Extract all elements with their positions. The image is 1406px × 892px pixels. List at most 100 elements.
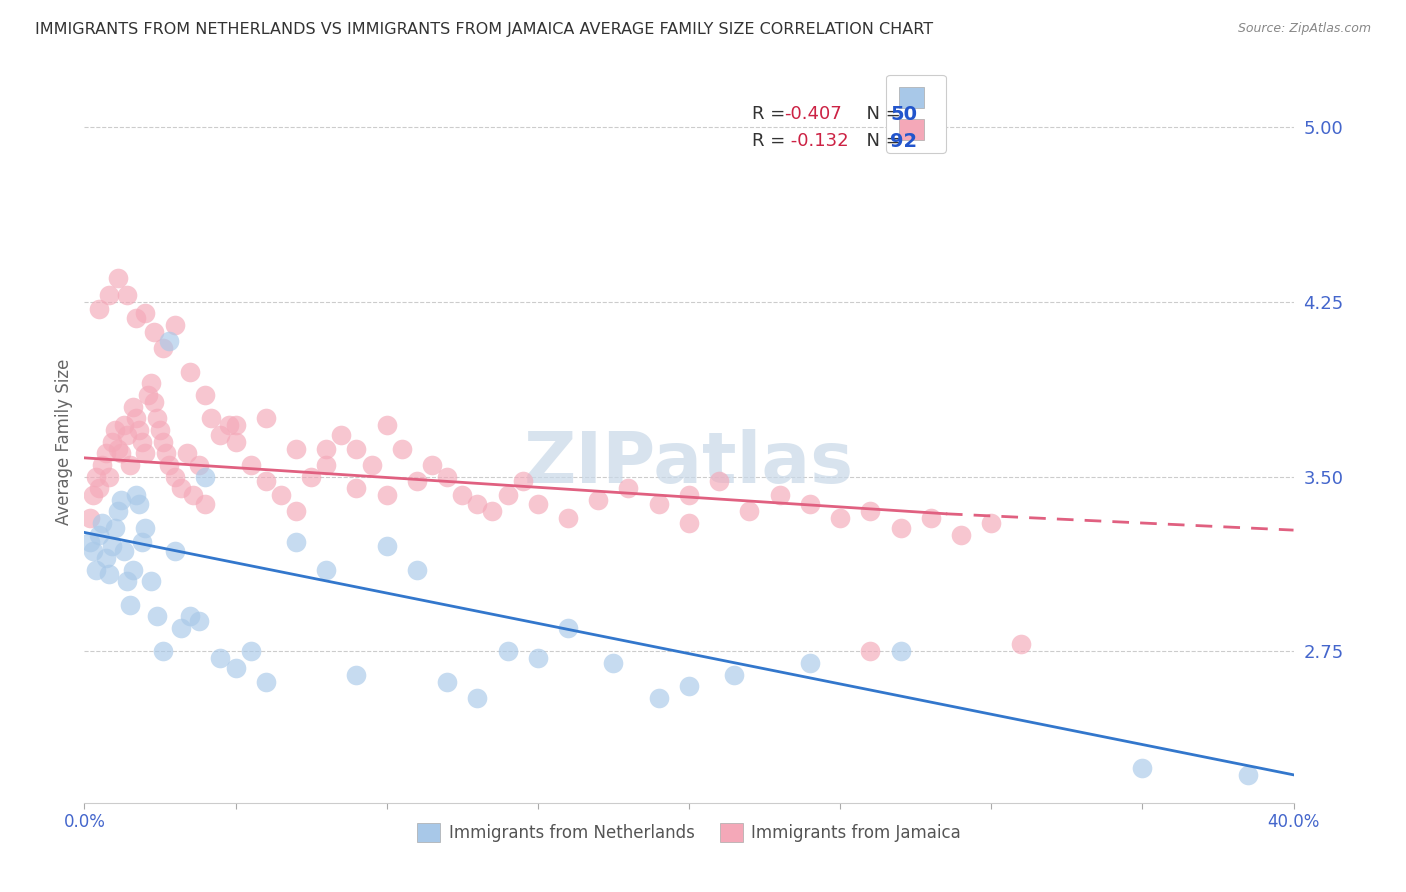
Point — [146, 609, 169, 624]
Point — [181, 488, 204, 502]
Text: 92: 92 — [890, 132, 917, 151]
Point — [859, 644, 882, 658]
Point — [139, 574, 162, 589]
Text: R =: R = — [752, 105, 792, 123]
Point — [107, 271, 129, 285]
Point — [406, 474, 429, 488]
Point — [97, 469, 120, 483]
Point — [391, 442, 413, 456]
Point — [1237, 768, 1260, 782]
Point — [118, 458, 141, 472]
Point — [91, 516, 114, 530]
Point — [200, 411, 222, 425]
Point — [799, 498, 821, 512]
Point — [86, 469, 108, 483]
Point — [94, 551, 117, 566]
Point — [346, 667, 368, 681]
Point — [557, 511, 579, 525]
Point — [170, 621, 193, 635]
Point — [179, 365, 201, 379]
Point — [89, 481, 111, 495]
Point — [115, 427, 138, 442]
Point — [360, 458, 382, 472]
Point — [315, 563, 337, 577]
Point — [194, 469, 217, 483]
Point — [131, 434, 153, 449]
Text: N =: N = — [855, 105, 907, 123]
Point — [146, 411, 169, 425]
Point — [709, 474, 731, 488]
Point — [496, 488, 519, 502]
Point — [512, 474, 534, 488]
Point — [110, 492, 132, 507]
Point — [769, 488, 792, 502]
Point — [170, 481, 193, 495]
Point — [82, 488, 104, 502]
Point — [950, 528, 973, 542]
Point — [134, 446, 156, 460]
Point — [346, 442, 368, 456]
Point — [94, 446, 117, 460]
Point — [128, 423, 150, 437]
Point — [209, 651, 232, 665]
Point — [859, 504, 882, 518]
Point — [107, 442, 129, 456]
Point — [527, 498, 550, 512]
Point — [481, 504, 503, 518]
Point — [346, 481, 368, 495]
Text: -0.407: -0.407 — [785, 105, 842, 123]
Point — [436, 469, 458, 483]
Point — [194, 498, 217, 512]
Point — [375, 488, 398, 502]
Point — [218, 418, 240, 433]
Point — [131, 534, 153, 549]
Point — [89, 301, 111, 316]
Point — [648, 498, 671, 512]
Legend: Immigrants from Netherlands, Immigrants from Jamaica: Immigrants from Netherlands, Immigrants … — [411, 816, 967, 848]
Point — [118, 598, 141, 612]
Point — [79, 511, 101, 525]
Point — [588, 492, 610, 507]
Text: N =: N = — [855, 132, 907, 150]
Point — [375, 540, 398, 554]
Text: -0.132: -0.132 — [785, 132, 848, 150]
Text: ZIPatlas: ZIPatlas — [524, 429, 853, 498]
Point — [406, 563, 429, 577]
Point — [920, 511, 942, 525]
Point — [285, 442, 308, 456]
Point — [86, 563, 108, 577]
Point — [194, 388, 217, 402]
Text: IMMIGRANTS FROM NETHERLANDS VS IMMIGRANTS FROM JAMAICA AVERAGE FAMILY SIZE CORRE: IMMIGRANTS FROM NETHERLANDS VS IMMIGRANT… — [35, 22, 934, 37]
Point — [97, 567, 120, 582]
Point — [738, 504, 761, 518]
Point — [254, 674, 277, 689]
Point — [678, 679, 700, 693]
Point — [617, 481, 640, 495]
Point — [557, 621, 579, 635]
Point — [225, 434, 247, 449]
Point — [451, 488, 474, 502]
Point — [254, 411, 277, 425]
Point — [315, 442, 337, 456]
Point — [157, 458, 180, 472]
Point — [315, 458, 337, 472]
Point — [239, 644, 262, 658]
Point — [270, 488, 292, 502]
Text: Source: ZipAtlas.com: Source: ZipAtlas.com — [1237, 22, 1371, 36]
Point — [176, 446, 198, 460]
Point — [97, 287, 120, 301]
Point — [496, 644, 519, 658]
Point — [104, 521, 127, 535]
Point — [648, 690, 671, 705]
Point — [285, 504, 308, 518]
Point — [467, 690, 489, 705]
Point — [188, 614, 211, 628]
Point — [188, 458, 211, 472]
Point — [239, 458, 262, 472]
Point — [112, 544, 135, 558]
Point — [155, 446, 177, 460]
Point — [89, 528, 111, 542]
Point — [149, 423, 172, 437]
Point — [134, 306, 156, 320]
Point — [100, 434, 122, 449]
